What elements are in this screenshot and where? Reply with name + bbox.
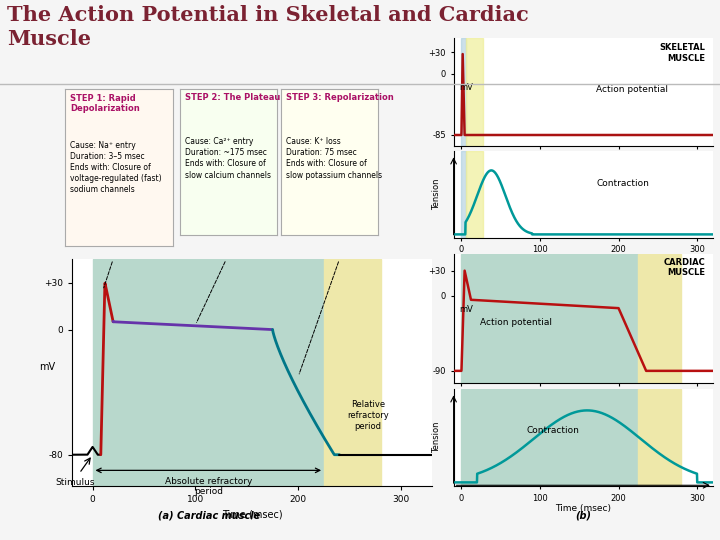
Text: Stimulus: Stimulus [55, 478, 95, 487]
X-axis label: Time (msec): Time (msec) [555, 504, 611, 513]
Bar [462, 38, 466, 146]
Bar [93, 259, 324, 486]
Text: Cause: Na⁺ entry
Duration: 3–5 msec
Ends with: Closure of
voltage-regulated (fas: Cause: Na⁺ entry Duration: 3–5 msec Ends… [71, 141, 162, 194]
Bar [324, 259, 381, 486]
Text: Relative
refractory
period: Relative refractory period [347, 400, 389, 431]
Text: STEP 2: The Plateau: STEP 2: The Plateau [185, 93, 280, 103]
Text: CARDIAC
MUSCLE: CARDIAC MUSCLE [663, 258, 705, 277]
Bar [462, 254, 638, 383]
Text: STEP 3: Repolarization: STEP 3: Repolarization [286, 93, 393, 103]
Bar [466, 38, 483, 146]
Text: Contraction: Contraction [526, 426, 579, 435]
Text: mV: mV [459, 305, 472, 314]
Text: mV: mV [459, 83, 472, 92]
Bar [462, 151, 466, 238]
Bar [638, 389, 681, 486]
Text: (b): (b) [575, 510, 591, 521]
Text: STEP 1: Rapid
Depolarization: STEP 1: Rapid Depolarization [71, 94, 140, 113]
Bar [466, 151, 483, 238]
Text: The Action Potential in Skeletal and Cardiac
Muscle: The Action Potential in Skeletal and Car… [7, 5, 529, 49]
Text: Action potential: Action potential [480, 318, 552, 327]
Text: Absolute refractory
period: Absolute refractory period [165, 477, 253, 496]
Text: Cause: Ca²⁺ entry
Duration: ~175 msec
Ends with: Closure of
slow calcium channel: Cause: Ca²⁺ entry Duration: ~175 msec En… [185, 137, 271, 179]
Text: (a) Cardiac muscle: (a) Cardiac muscle [158, 510, 260, 521]
Text: Contraction: Contraction [596, 179, 649, 188]
Bar [462, 389, 638, 486]
Text: Tension: Tension [432, 422, 441, 453]
Text: SKELETAL
MUSCLE: SKELETAL MUSCLE [659, 43, 705, 63]
Text: Tension: Tension [432, 179, 441, 210]
Text: Action potential: Action potential [596, 85, 668, 94]
X-axis label: Time (msec): Time (msec) [222, 510, 282, 519]
Text: mV: mV [39, 362, 55, 372]
Text: Cause: K⁺ loss
Duration: 75 msec
Ends with: Closure of
slow potassium channels: Cause: K⁺ loss Duration: 75 msec Ends wi… [286, 137, 382, 179]
X-axis label: Time (msec): Time (msec) [555, 257, 611, 266]
Bar [638, 254, 681, 383]
